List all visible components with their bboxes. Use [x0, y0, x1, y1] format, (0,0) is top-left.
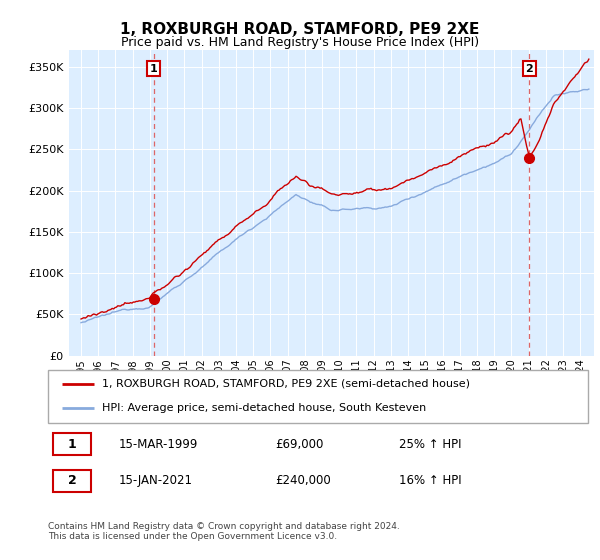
Text: 16% ↑ HPI: 16% ↑ HPI: [399, 474, 461, 487]
Text: HPI: Average price, semi-detached house, South Kesteven: HPI: Average price, semi-detached house,…: [102, 403, 426, 413]
Text: 1, ROXBURGH ROAD, STAMFORD, PE9 2XE: 1, ROXBURGH ROAD, STAMFORD, PE9 2XE: [121, 22, 479, 38]
Text: 1, ROXBURGH ROAD, STAMFORD, PE9 2XE (semi-detached house): 1, ROXBURGH ROAD, STAMFORD, PE9 2XE (sem…: [102, 379, 470, 389]
FancyBboxPatch shape: [53, 470, 91, 492]
Text: £69,000: £69,000: [275, 438, 323, 451]
Text: £240,000: £240,000: [275, 474, 331, 487]
FancyBboxPatch shape: [53, 433, 91, 455]
Text: 2: 2: [526, 63, 533, 73]
Text: 1: 1: [149, 63, 157, 73]
Text: 25% ↑ HPI: 25% ↑ HPI: [399, 438, 461, 451]
Text: Contains HM Land Registry data © Crown copyright and database right 2024.
This d: Contains HM Land Registry data © Crown c…: [48, 522, 400, 542]
Text: 2: 2: [68, 474, 77, 487]
Text: 15-MAR-1999: 15-MAR-1999: [118, 438, 197, 451]
Text: 1: 1: [68, 438, 77, 451]
Text: Price paid vs. HM Land Registry's House Price Index (HPI): Price paid vs. HM Land Registry's House …: [121, 36, 479, 49]
Text: 15-JAN-2021: 15-JAN-2021: [118, 474, 192, 487]
FancyBboxPatch shape: [48, 370, 588, 423]
